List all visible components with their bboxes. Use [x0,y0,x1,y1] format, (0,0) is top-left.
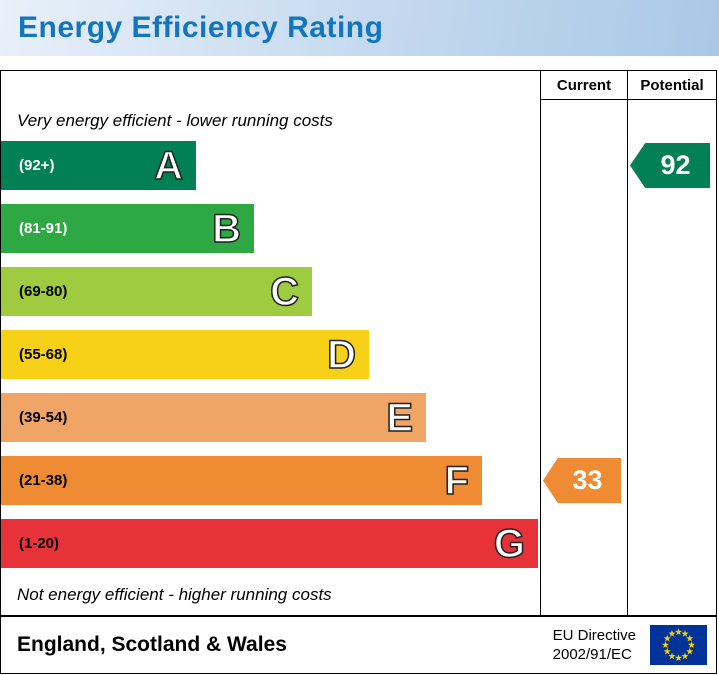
column-header-current: Current [541,71,627,100]
region-label: England, Scotland & Wales [17,633,287,656]
band-b-range-label: (81-91) [19,220,68,237]
band-b: (81-91) B [1,204,254,253]
eu-flag-stars [661,628,696,662]
potential-indicator: 92 [630,143,710,188]
current-indicator: 33 [543,458,621,503]
band-a: (92+) A [1,141,196,190]
potential-value: 92 [660,150,691,180]
band-a-letter: A [153,143,183,188]
column-header-potential: Potential [628,71,716,100]
band-d: (55-68) D [1,330,369,379]
band-g-letter: G [493,521,526,566]
band-g-range-label: (1-20) [19,535,60,552]
title-bar: Energy Efficiency Rating [0,0,719,56]
bottom-note: Not energy efficient - higher running co… [17,585,332,604]
band-c: (69-80) C [1,267,312,316]
band-c-range-label: (69-80) [19,283,68,300]
current-value: 33 [572,465,603,495]
band-g: (1-20) G [1,519,538,568]
band-f-letter: F [444,458,470,503]
band-b-letter: B [211,206,241,251]
eu-directive-line2: 2002/91/EC [552,646,632,663]
band-a-range-label: (92+) [19,157,55,174]
eu-directive-line1: EU Directive [552,626,636,644]
band-f-range-label: (21-38) [19,472,68,489]
band-d-letter: D [326,332,356,377]
top-note: Very energy efficient - lower running co… [17,111,333,130]
footer: England, Scotland & Wales EU Directive 2… [0,616,717,674]
rating-chart: Current Potential Very energy efficient … [0,70,717,616]
column-divider-potential [627,71,628,615]
page-title: Energy Efficiency Rating [18,11,384,44]
band-e: (39-54) E [1,393,426,442]
column-divider-current [540,71,541,615]
band-f: (21-38) F [1,456,482,505]
band-e-range-label: (39-54) [19,409,68,426]
eu-flag-icon [650,625,707,665]
band-d-range-label: (55-68) [19,346,68,363]
band-e-letter: E [386,395,414,440]
band-c-letter: C [269,269,299,314]
rating-bands: (92+) A (81-91) B (69-80) C (55-68) D (3… [1,141,538,582]
eu-directive-label: EU Directive 2002/91/EC [553,626,636,665]
